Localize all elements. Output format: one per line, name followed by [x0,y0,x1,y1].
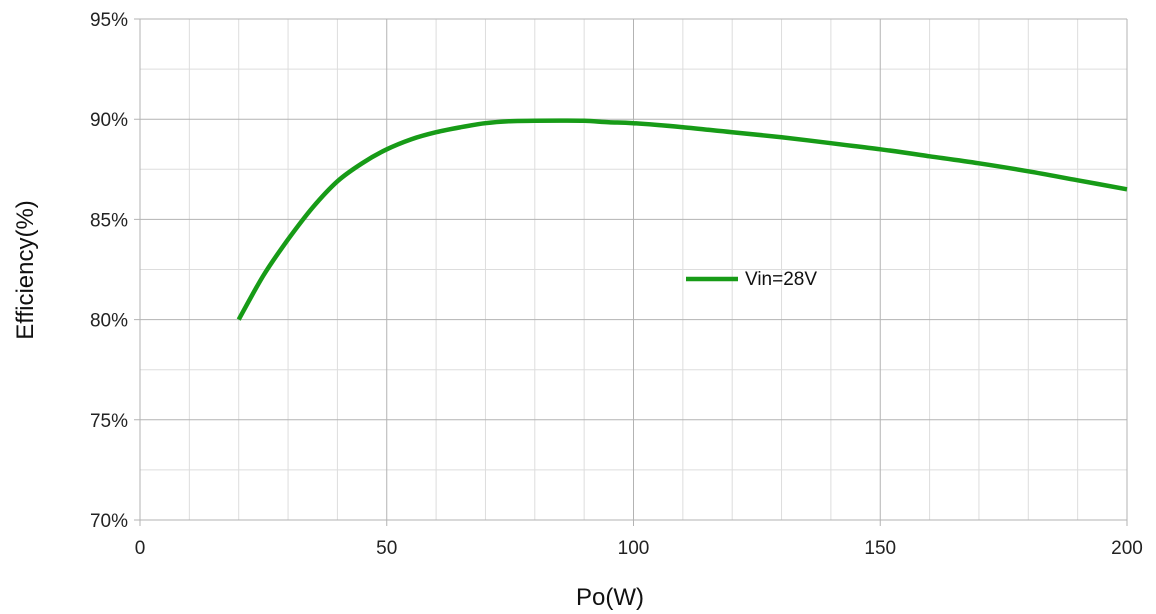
y-tick-label: 90% [90,110,128,131]
y-tick-label: 80% [90,311,128,332]
y-axis-ticks: 70% 75% 80% 85% 90% 95% [90,10,128,532]
series-line-0 [236,118,1128,321]
y-tick-label: 85% [90,210,128,231]
x-axis-title: Po(W) [576,584,644,611]
y-tick-label: 75% [90,411,128,432]
x-axis-ticks: 0 50 100 150 200 [135,538,1143,559]
legend: Vin=28V [686,269,817,290]
x-tick-label: 150 [864,538,896,559]
legend-label: Vin=28V [745,269,817,290]
y-axis-title: Efficiency(%) [12,200,39,340]
x-tick-label: 100 [618,538,650,559]
x-tick-label: 50 [376,538,397,559]
y-tick-label: 95% [90,10,128,31]
x-tick-label: 200 [1111,538,1143,559]
major-gridlines [134,18,1128,526]
x-tick-label: 0 [135,538,146,559]
series-layer [236,118,1128,321]
axes [139,19,1127,521]
y-tick-label: 70% [90,511,128,532]
